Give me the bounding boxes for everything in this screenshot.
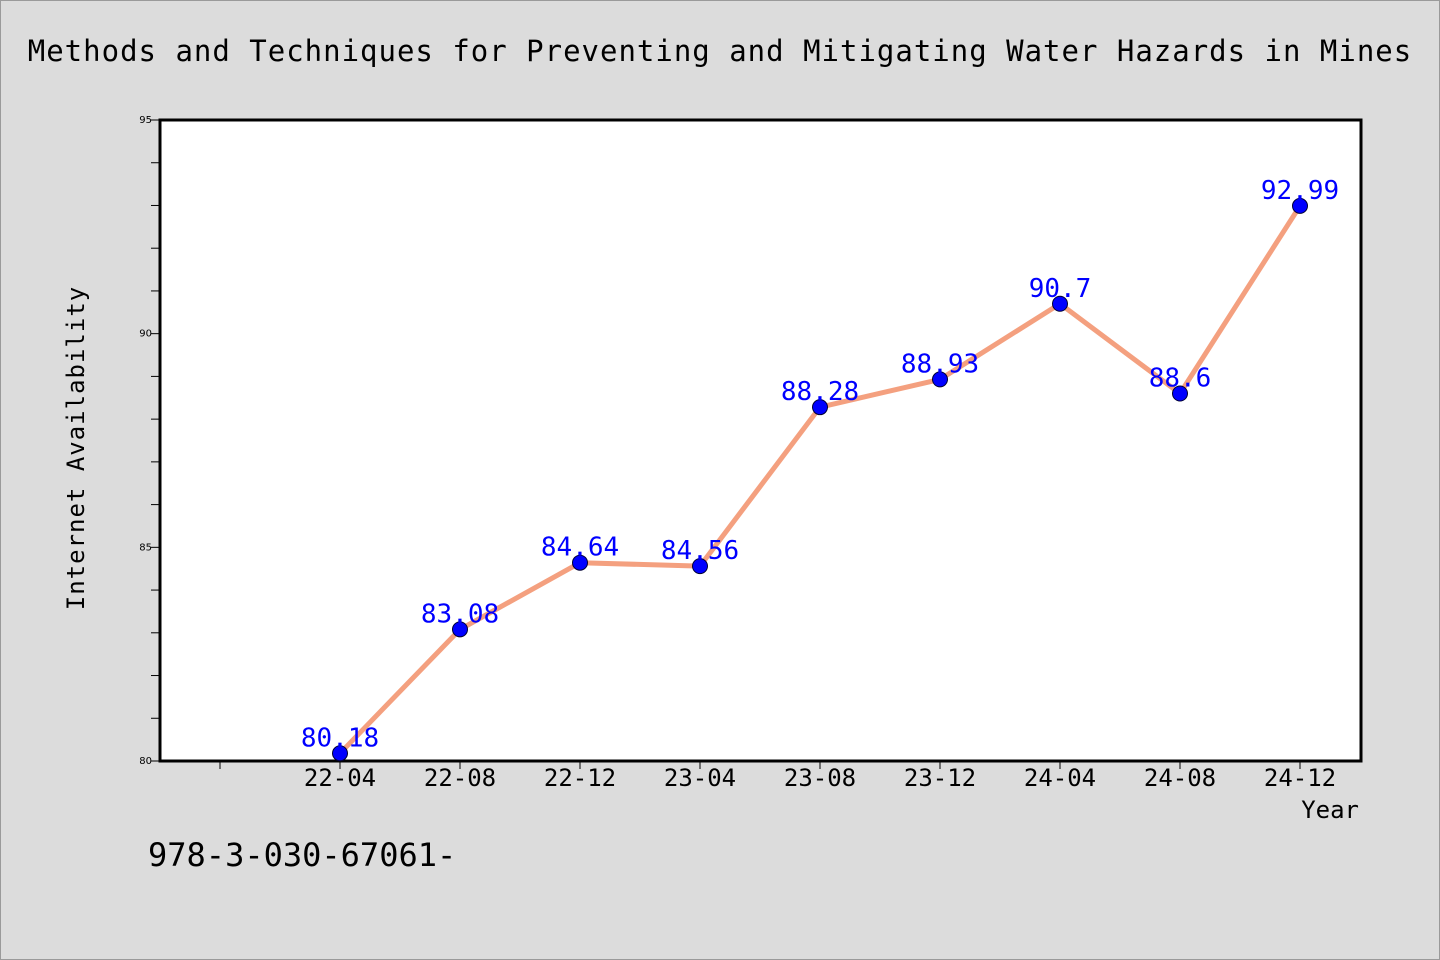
chart-title: Methods and Techniques for Preventing an… [27,34,1413,68]
x-tick-label: 24-04 [1024,764,1096,792]
data-point [452,621,468,638]
data-point [332,745,348,762]
data-point [1292,197,1308,214]
data-label: 88.6 [1149,363,1212,393]
x-tick-label: 23-08 [784,764,856,792]
x-axis-label: Year [1301,796,1359,824]
data-label: 88.28 [781,377,859,407]
x-tick-label: 22-12 [544,764,616,792]
x-tick-label: 23-12 [904,764,976,792]
data-point [812,399,828,416]
x-tick-label: 24-08 [1144,764,1216,792]
data-label: 80.18 [301,723,379,753]
data-label: 90.7 [1029,274,1092,304]
x-tick-label: 22-08 [424,764,496,792]
data-point [932,371,948,388]
y-tick-label: 95 [139,115,152,126]
y-tick-label: 90 [139,329,152,340]
data-label: 84.64 [541,533,619,563]
data-label: 88.93 [901,349,979,379]
x-tick-label: 24-12 [1264,764,1336,792]
data-point [692,558,708,575]
plot-area [158,118,1363,763]
data-point [1052,295,1068,312]
y-tick-label: 85 [139,542,152,553]
x-tick-label: 22-04 [304,764,376,792]
x-tick-label: 23-04 [664,764,736,792]
data-label: 83.08 [421,599,499,629]
footnote-text: 978-3-030-67061- [148,836,457,874]
data-point [572,554,588,571]
data-point [1172,385,1188,402]
data-label: 84.56 [661,536,739,566]
y-tick-label: 80 [139,756,152,767]
data-label: 92.99 [1261,176,1339,206]
